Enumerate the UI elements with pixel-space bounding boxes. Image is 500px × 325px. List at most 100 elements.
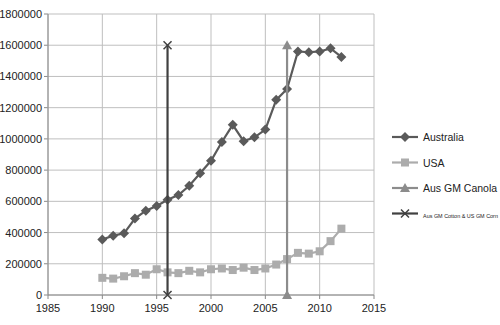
plot-area [97, 40, 346, 299]
data-point [218, 264, 226, 272]
x-tick-label: 1990 [90, 302, 114, 314]
legend-marker [400, 183, 410, 192]
legend-label: Aus GM Cotton & US GM Corn [423, 213, 498, 219]
y-tick-label: 1600000 [0, 39, 42, 51]
x-tick [319, 295, 320, 299]
series-line [286, 45, 288, 295]
x-tick-label: 2000 [199, 302, 223, 314]
data-point [336, 52, 346, 62]
chart-container: 0 200000 400000 600000 800000 1000000 1200000 1… [0, 0, 500, 325]
legend-marker [400, 132, 410, 142]
y-axis [48, 14, 49, 295]
data-point [294, 249, 302, 257]
x-tick-label: 2005 [253, 302, 277, 314]
y-tick [44, 45, 48, 46]
x-grid-line [156, 14, 157, 295]
data-point [217, 137, 227, 147]
x-tick [156, 295, 157, 299]
legend-label: Australia [423, 131, 464, 143]
data-point [282, 290, 292, 299]
chart-svg: 0 200000 400000 600000 800000 1000000 1200000 1… [0, 0, 500, 325]
y-tick-label: 1000000 [0, 133, 42, 145]
grid [44, 14, 374, 299]
x-tick [102, 295, 103, 299]
data-point [131, 269, 139, 277]
data-point [164, 41, 172, 49]
y-tick-label: 400000 [5, 227, 42, 239]
y-tick-label: 1400000 [0, 70, 42, 82]
data-point [260, 125, 270, 135]
y-tick [44, 295, 48, 296]
x-tick-label: 2010 [307, 302, 331, 314]
series-line [102, 48, 341, 239]
data-point [326, 43, 336, 53]
y-tick [44, 232, 48, 233]
data-point [315, 46, 325, 56]
data-point [271, 95, 281, 105]
legend-marker [401, 159, 409, 167]
data-point [142, 271, 150, 279]
x-tick [374, 295, 375, 299]
x-axis [48, 295, 374, 296]
data-point [141, 206, 151, 216]
x-tick [211, 295, 212, 299]
legend-label: Aus GM Canola [423, 182, 497, 194]
data-point [119, 228, 129, 238]
data-point [240, 264, 248, 272]
legend-label: USA [423, 157, 445, 169]
x-grid-line [102, 14, 103, 295]
data-point [228, 120, 238, 130]
data-point [153, 265, 161, 273]
data-point [196, 268, 204, 276]
x-grid-line [211, 14, 212, 295]
data-point [130, 214, 140, 224]
y-tick [44, 138, 48, 139]
data-point [164, 291, 172, 299]
data-point [327, 237, 335, 245]
y-tick-label: 600000 [5, 195, 42, 207]
y-tick-label: 1800000 [0, 8, 42, 20]
data-point [152, 201, 162, 211]
y-tick [44, 170, 48, 171]
data-point [304, 47, 314, 57]
y-grid-line [48, 295, 374, 296]
data-point [229, 266, 237, 274]
data-point [239, 136, 249, 146]
x-grid-line [48, 14, 49, 295]
data-point [173, 190, 183, 200]
y-tick [44, 263, 48, 264]
data-point [249, 132, 259, 142]
data-point [293, 46, 303, 56]
y-tick-label: 0 [36, 289, 42, 301]
data-point [337, 225, 345, 233]
x-tick-label: 2015 [362, 302, 386, 314]
y-tick [44, 14, 48, 15]
y-tick-label: 200000 [5, 258, 42, 270]
legend: Australia USA Aus GM Canola Aus GM Cotton &… [392, 131, 498, 219]
data-point [185, 267, 193, 275]
series-line [102, 229, 341, 279]
y-tick-label: 1200000 [0, 102, 42, 114]
data-point [272, 261, 280, 269]
series-line [166, 45, 168, 295]
legend-marker [401, 210, 409, 218]
data-point [250, 266, 258, 274]
data-point [174, 269, 182, 277]
x-tick-label: 1995 [144, 302, 168, 314]
x-tick-label: 1985 [36, 302, 60, 314]
data-point [282, 40, 292, 49]
x-tick [48, 295, 49, 299]
y-tick [44, 76, 48, 77]
data-point [97, 235, 107, 245]
y-tick-label: 800000 [5, 164, 42, 176]
data-point [206, 156, 216, 166]
data-point [98, 274, 106, 282]
data-point [108, 231, 118, 241]
data-point [195, 168, 205, 178]
y-tick [44, 107, 48, 108]
data-point [316, 247, 324, 255]
x-tick [265, 295, 266, 299]
x-grid-line [374, 14, 375, 295]
data-point [109, 275, 117, 283]
data-point [261, 264, 269, 272]
